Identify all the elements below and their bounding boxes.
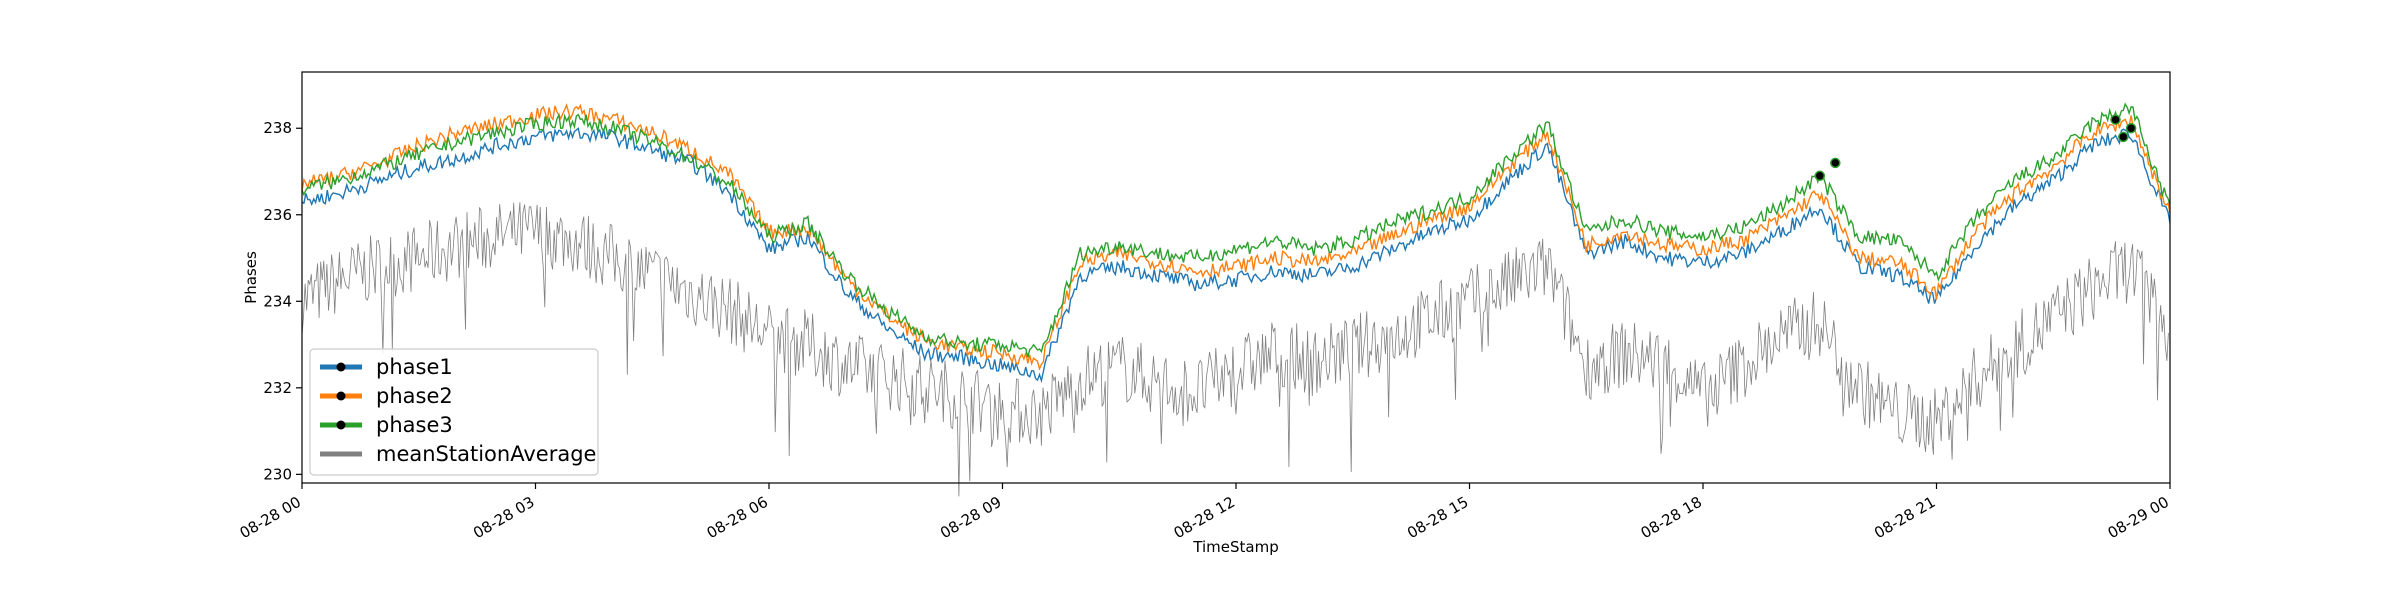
y-axis-label: Phases: [242, 251, 260, 304]
x-tick-label: 08-28 21: [1871, 493, 1938, 542]
x-tick-label: 08-28 06: [704, 493, 771, 542]
highlight-point: [1814, 170, 1826, 182]
x-tick-label: 08-28 12: [1171, 493, 1238, 542]
y-tick-label: 232: [263, 379, 292, 397]
x-tick-label: 08-28 18: [1638, 493, 1705, 542]
legend-label-phase1: phase1: [376, 355, 453, 379]
y-tick-label: 230: [263, 465, 292, 483]
highlight-point: [1830, 157, 1841, 169]
highlight-point: [2125, 122, 2137, 134]
x-tick-label: 08-28 00: [237, 493, 304, 542]
legend-label-phase2: phase2: [376, 384, 453, 408]
series-line-phase3: [301, 102, 2171, 358]
highlight-point: [2110, 114, 2121, 125]
legend: phase1 phase2 phase3 meanStationAverage: [309, 348, 599, 476]
x-axis: 08-28 00 08-28 03 08-28 06 08-28 09 08-28 12…: [237, 483, 2172, 542]
plot-lines: [301, 102, 2171, 497]
legend-label-meanStationAverage: meanStationAverage: [376, 442, 596, 466]
x-tick-label: 08-28 03: [470, 493, 537, 542]
y-axis: 230 232 234 236 238: [263, 119, 302, 483]
legend-label-phase3: phase3: [376, 413, 453, 437]
series-line-phase1: [301, 127, 2171, 384]
highlight-points: [1814, 114, 2137, 182]
x-axis-label: TimeStamp: [1192, 538, 1278, 556]
legend-marker: [336, 391, 346, 401]
legend-marker: [336, 362, 346, 372]
y-tick-label: 238: [263, 119, 292, 137]
highlight-point: [2118, 131, 2129, 143]
series-line-meanStationAverage: [301, 202, 2169, 497]
x-tick-label: 08-29 00: [2105, 493, 2172, 542]
series-line-phase2: [301, 102, 2171, 371]
y-tick-label: 236: [263, 206, 292, 224]
y-tick-label: 234: [263, 292, 292, 310]
x-tick-label: 08-28 09: [937, 493, 1004, 542]
x-tick-label: 08-28 15: [1404, 493, 1471, 542]
legend-box: [309, 348, 599, 476]
legend-marker: [336, 420, 346, 430]
